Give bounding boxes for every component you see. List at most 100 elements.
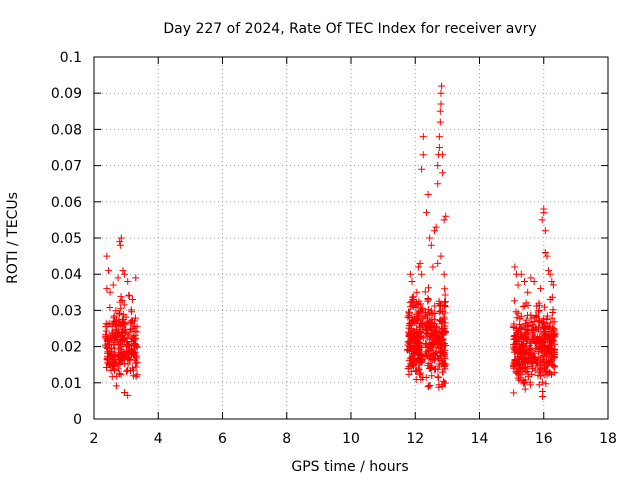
data-point — [524, 368, 532, 376]
data-point — [407, 303, 415, 311]
data-point — [418, 165, 426, 173]
data-point — [117, 304, 125, 312]
data-point — [106, 288, 114, 296]
y-axis-label: ROTI / TECUs — [5, 192, 21, 284]
data-point — [119, 267, 127, 275]
data-point — [435, 334, 443, 342]
data-point — [510, 340, 518, 348]
data-point — [432, 223, 440, 231]
data-point — [416, 259, 424, 267]
data-point — [435, 133, 443, 141]
data-point — [408, 333, 416, 341]
data-point — [406, 270, 414, 278]
data-point — [534, 343, 542, 351]
x-tick-label: 4 — [154, 431, 163, 447]
data-point — [424, 383, 432, 391]
data-point — [129, 296, 137, 304]
data-point — [542, 380, 550, 388]
data-point — [109, 281, 117, 289]
data-point — [434, 374, 442, 382]
data-point — [511, 332, 519, 340]
data-point — [128, 364, 136, 372]
data-point — [424, 296, 432, 304]
data-point — [441, 360, 449, 368]
data-point — [404, 364, 412, 372]
data-point — [423, 330, 431, 338]
data-point — [543, 252, 551, 260]
data-point — [521, 385, 529, 393]
data-point — [437, 89, 445, 97]
data-point — [436, 352, 444, 360]
data-point — [528, 365, 536, 373]
data-point — [419, 313, 427, 321]
data-point — [431, 310, 439, 318]
y-tick-label: 0.02 — [51, 340, 82, 356]
data-point — [510, 362, 518, 370]
data-point — [429, 324, 437, 332]
data-point — [440, 313, 448, 321]
data-point — [414, 263, 422, 271]
data-point — [132, 363, 140, 371]
data-point — [432, 338, 440, 346]
data-point — [413, 288, 421, 296]
data-point — [424, 353, 432, 361]
data-point — [121, 270, 129, 278]
data-point — [521, 357, 529, 365]
data-point — [120, 311, 128, 319]
x-tick-label: 8 — [282, 431, 291, 447]
data-point — [548, 342, 556, 350]
data-point — [526, 381, 534, 389]
data-point — [418, 270, 426, 278]
data-point — [131, 349, 139, 357]
data-point — [534, 371, 542, 379]
data-point — [516, 354, 524, 362]
data-point — [535, 299, 543, 307]
data-point — [528, 358, 536, 366]
data-point — [125, 291, 133, 299]
data-point — [116, 310, 124, 318]
data-point — [514, 281, 522, 289]
data-point — [522, 316, 530, 324]
data-point — [435, 381, 443, 389]
data-point — [431, 227, 439, 235]
data-point — [118, 348, 126, 356]
data-point — [520, 363, 528, 371]
data-point — [538, 352, 546, 360]
data-point — [548, 314, 556, 322]
data-point — [120, 319, 128, 327]
data-point — [546, 346, 554, 354]
data-point — [517, 270, 525, 278]
data-point — [103, 327, 111, 335]
data-point — [128, 317, 136, 325]
data-point — [103, 252, 111, 260]
y-tick-label: 0.09 — [51, 86, 82, 102]
data-point — [435, 144, 443, 151]
data-point — [542, 332, 550, 340]
data-point — [429, 263, 437, 271]
y-tick-label: 0.04 — [51, 267, 82, 283]
data-point — [405, 312, 413, 320]
data-point — [113, 372, 121, 380]
data-point — [534, 333, 542, 341]
data-point — [424, 297, 432, 305]
data-point — [425, 382, 433, 390]
data-point — [412, 316, 420, 324]
data-point — [513, 338, 521, 346]
data-point — [533, 340, 541, 348]
data-point — [108, 373, 116, 381]
y-tick-label: 0 — [73, 412, 82, 428]
chart-title: Day 227 of 2024, Rate Of TEC Index for r… — [163, 21, 536, 37]
data-point — [537, 285, 545, 293]
data-point — [108, 329, 116, 337]
data-point — [133, 359, 141, 367]
data-point — [404, 313, 412, 321]
data-point — [125, 292, 133, 300]
data-point — [549, 308, 557, 316]
data-point — [535, 323, 543, 331]
x-tick-label: 14 — [471, 431, 489, 447]
data-point — [120, 301, 128, 309]
data-point — [524, 326, 532, 334]
data-point — [528, 370, 536, 378]
data-point — [414, 301, 422, 309]
